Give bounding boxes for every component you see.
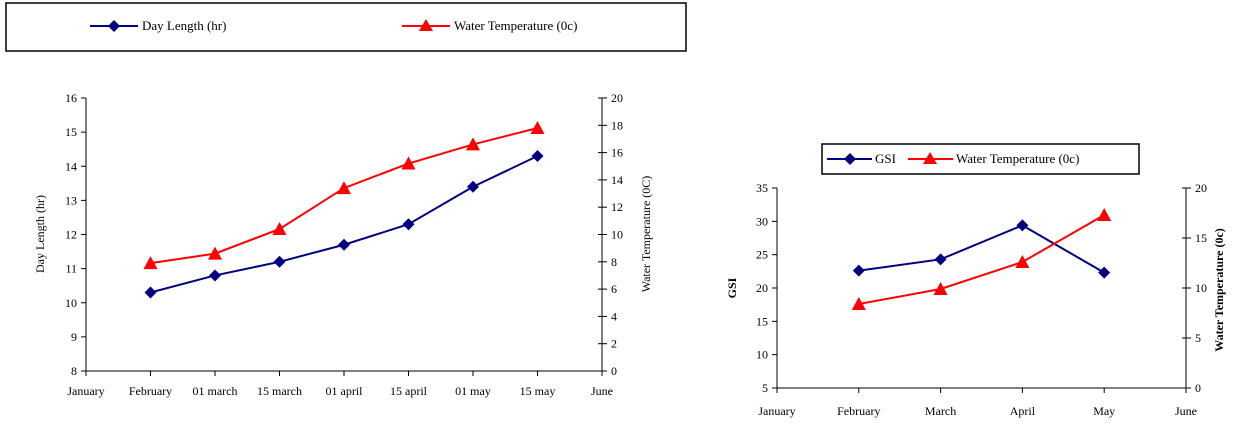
chart2-right-ticks: 0 5 10 15 20 [1182, 181, 1207, 395]
chart1-right-tick-label: 8 [611, 255, 617, 269]
chart2-series-left-diamond-point [934, 253, 947, 266]
chart1-series-left-diamond-point [531, 150, 544, 163]
chart2-x-ticks: January February March April May June [758, 388, 1197, 418]
chart1-legend-triangle-marker [419, 19, 433, 31]
chart1-series-right-triangle-point [272, 222, 287, 236]
chart2-legend-box [821, 143, 1140, 175]
chart1-series-left-line [150, 155, 538, 294]
chart1-right-tick-label: 16 [611, 146, 623, 160]
chart1-y2-axis-title: Water Temperature (0C) [639, 176, 653, 293]
chart2-x-tick-label: May [1093, 404, 1115, 418]
chart1-series-right-triangle-point [208, 246, 222, 260]
chart1-series-left-diamond-point [338, 238, 350, 251]
chart2-x-tick-label: March [925, 404, 956, 418]
chart2-legend-diamond-marker [844, 153, 856, 165]
chart1-left-tick-label: 16 [65, 91, 77, 105]
chart1-left-tick-label: 11 [65, 262, 77, 276]
chart2-left-ticks: 5 10 15 20 25 30 35 [756, 181, 777, 395]
chart2-left-tick-label: 35 [756, 181, 768, 195]
chart1-series [143, 121, 545, 299]
chart2-x-tick-label: February [837, 404, 880, 418]
chart1-series-right-triangle-point [337, 181, 351, 195]
chart2-legend-triangle-marker [923, 152, 937, 164]
chart2-series-left-diamond-point [1098, 266, 1111, 279]
chart1-axes [85, 98, 603, 372]
chart2-right-tick-label: 0 [1195, 381, 1201, 395]
chart1-series-right-triangle-point [466, 137, 480, 151]
chart2-x-tick-label: June [1175, 404, 1197, 418]
chart1-right-tick-label: 10 [611, 228, 623, 242]
chart1-x-tick-label: 15 march [257, 384, 302, 398]
chart2-x-tick-label: April [1010, 404, 1036, 418]
chart1-left-tick-label: 10 [65, 296, 77, 310]
chart1-right-tick-label: 6 [611, 282, 617, 296]
chart1-right-tick-label: 4 [611, 309, 617, 323]
chart2-right-tick-label: 5 [1195, 331, 1201, 345]
chart1-left-tick-label: 13 [65, 193, 77, 207]
chart1-left-tick-label: 12 [65, 228, 77, 242]
chart1-legend-label-water-temp: Water Temperature (0c) [454, 18, 577, 33]
chart2-left-tick-label: 5 [762, 381, 768, 395]
chart1-series-left-diamond-point [273, 255, 286, 268]
chart1-right-tick-label: 0 [611, 364, 617, 378]
chart2-x-tick-label: January [758, 404, 795, 418]
chart1-x-tick-label: 15 may [520, 384, 556, 398]
chart2-axes [776, 188, 1187, 389]
chart2-series-right-triangle-point [851, 297, 866, 310]
chart2-right-tick-label: 20 [1195, 181, 1207, 195]
chart1-x-tick-label: 01 may [455, 384, 491, 398]
chart1-x-tick-label: 15 april [390, 384, 428, 398]
chart2-legend-label-water-temp: Water Temperature (0c) [956, 151, 1079, 166]
chart2-right-tick-label: 15 [1195, 231, 1207, 245]
chart1-right-tick-label: 18 [611, 118, 623, 132]
chart1-left-tick-label: 14 [65, 159, 77, 173]
chart2-left-tick-label: 20 [756, 281, 768, 295]
chart1-y-axis-title: Day Length (hr) [33, 195, 47, 273]
chart1-legend-diamond-marker [108, 20, 120, 32]
chart2-left-tick-label: 25 [756, 248, 768, 262]
chart1-legend-label-day-length: Day Length (hr) [142, 18, 226, 33]
chart1-x-ticks: January February 01 march 15 march 01 april 1… [67, 371, 613, 398]
chart1-series-right-triangle-point [530, 121, 545, 135]
chart1-x-tick-label: June [591, 384, 613, 398]
chart2-left-tick-label: 15 [756, 314, 768, 328]
chart1-right-tick-label: 14 [611, 173, 623, 187]
chart2-series-right-triangle-point [933, 282, 948, 295]
chart2-series [851, 208, 1112, 310]
chart1-series-right-triangle-point [143, 256, 158, 270]
chart1-legend: Day Length (hr) Water Temperature (0c) [5, 2, 687, 52]
chart1-x-tick-label: 01 april [326, 384, 364, 398]
chart2-y-axis-title: GSI [725, 277, 739, 298]
chart1-series-left-diamond-point [144, 286, 157, 299]
chart2-y2-axis-title: Water Temperature (0c) [1212, 228, 1226, 352]
chart1-series-left-diamond-point [209, 269, 221, 282]
chart1-x-tick-label: February [129, 384, 172, 398]
chart2-legend-label-gsi: GSI [875, 151, 896, 166]
chart1-right-tick-label: 2 [611, 337, 617, 351]
chart2-series-left-diamond-point [1016, 219, 1029, 232]
chart1-right-ticks: 0 2 4 6 8 10 12 14 16 18 20 [598, 91, 623, 378]
chart1-left-tick-label: 15 [65, 125, 77, 139]
chart1-series-right-triangle-point [401, 156, 416, 170]
chart1-right-tick-label: 12 [611, 200, 623, 214]
chart1-series-left-diamond-point [402, 218, 415, 231]
chart1-x-tick-label: January [67, 384, 104, 398]
chart1-left-tick-label: 8 [71, 364, 77, 378]
chart1-right-tick-label: 20 [611, 91, 623, 105]
chart2-series-left-line [858, 224, 1105, 274]
chart2-right-tick-label: 10 [1195, 281, 1207, 295]
chart2-series-right-triangle-point [1015, 255, 1030, 268]
chart2-left-tick-label: 10 [756, 348, 768, 362]
chart2-series-left-diamond-point [852, 264, 865, 277]
chart2-left-tick-label: 30 [756, 214, 768, 228]
chart1-left-ticks: 8 9 10 11 12 13 14 15 16 [65, 91, 86, 378]
chart1-series-left-diamond-point [467, 180, 479, 193]
chart2-series-right-line [858, 214, 1105, 305]
chart1-left-tick-label: 9 [71, 330, 77, 344]
chart1-x-tick-label: 01 march [193, 384, 238, 398]
chart2-series-right-triangle-point [1097, 208, 1112, 221]
chart2-legend: GSI Water Temperature (0c) [821, 143, 1140, 175]
